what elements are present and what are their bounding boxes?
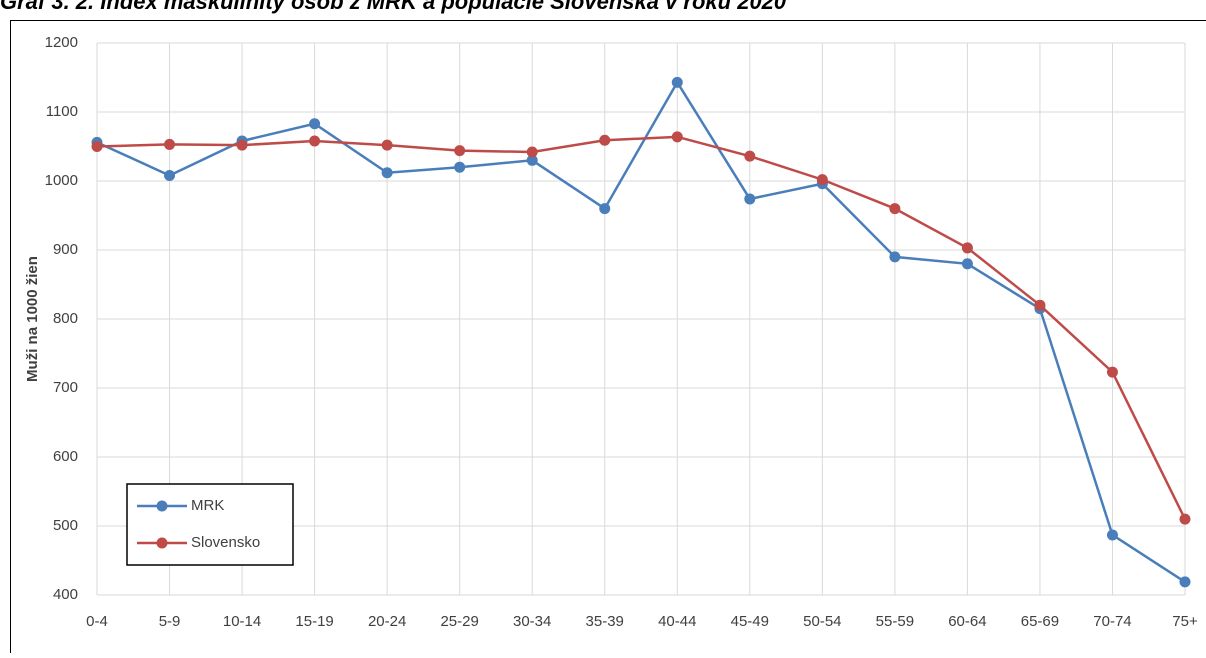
- legend-marker: [157, 538, 168, 549]
- y-tick-label: 400: [53, 586, 78, 603]
- y-tick-label: 700: [53, 379, 78, 396]
- x-tick-label: 65-69: [1021, 613, 1059, 630]
- data-point: [237, 140, 248, 151]
- x-tick-label: 5-9: [159, 613, 181, 630]
- legend-label: Slovensko: [191, 534, 260, 551]
- x-tick-label: 55-59: [876, 613, 914, 630]
- y-tick-label: 1000: [45, 172, 78, 189]
- data-point: [599, 203, 610, 214]
- data-point: [1180, 576, 1191, 587]
- data-point: [672, 131, 683, 142]
- data-point: [962, 242, 973, 253]
- data-point: [962, 258, 973, 269]
- data-point: [382, 167, 393, 178]
- data-point: [164, 139, 175, 150]
- data-point: [309, 118, 320, 129]
- y-axis-label: Muži na 1000 žien: [24, 256, 41, 382]
- x-tick-label: 0-4: [86, 613, 108, 630]
- data-point: [889, 203, 900, 214]
- data-point: [889, 251, 900, 262]
- series-line: [97, 137, 1185, 519]
- data-point: [382, 140, 393, 151]
- data-point: [454, 145, 465, 156]
- data-point: [1107, 367, 1118, 378]
- data-point: [1180, 514, 1191, 525]
- data-point: [1107, 529, 1118, 540]
- legend-label: MRK: [191, 497, 224, 514]
- data-point: [1034, 300, 1045, 311]
- x-tick-label: 15-19: [295, 613, 333, 630]
- y-tick-label: 1100: [46, 103, 78, 120]
- x-tick-label: 50-54: [803, 613, 841, 630]
- data-point: [672, 77, 683, 88]
- y-tick-label: 800: [53, 310, 78, 327]
- y-tick-label: 900: [53, 241, 78, 258]
- y-tick-label: 600: [53, 448, 78, 465]
- x-tick-label: 20-24: [368, 613, 406, 630]
- x-tick-label: 60-64: [948, 613, 986, 630]
- chart-title: Graf 3. 2. Index maskulinity osôb z MRK …: [0, 0, 787, 14]
- x-tick-label: 30-34: [513, 613, 551, 630]
- x-tick-label: 35-39: [586, 613, 624, 630]
- data-point: [817, 174, 828, 185]
- legend-marker: [157, 501, 168, 512]
- data-point: [164, 170, 175, 181]
- data-point: [744, 193, 755, 204]
- data-point: [599, 135, 610, 146]
- data-point: [92, 141, 103, 152]
- data-point: [744, 151, 755, 162]
- y-tick-label: 1200: [45, 34, 78, 51]
- data-point: [454, 162, 465, 173]
- x-tick-label: 70-74: [1093, 613, 1131, 630]
- x-tick-label: 10-14: [223, 613, 261, 630]
- y-tick-label: 500: [53, 517, 78, 534]
- x-tick-label: 75+: [1172, 613, 1198, 630]
- data-point: [309, 135, 320, 146]
- x-tick-label: 25-29: [440, 613, 478, 630]
- x-tick-label: 40-44: [658, 613, 696, 630]
- x-tick-label: 45-49: [731, 613, 769, 630]
- data-point: [527, 147, 538, 158]
